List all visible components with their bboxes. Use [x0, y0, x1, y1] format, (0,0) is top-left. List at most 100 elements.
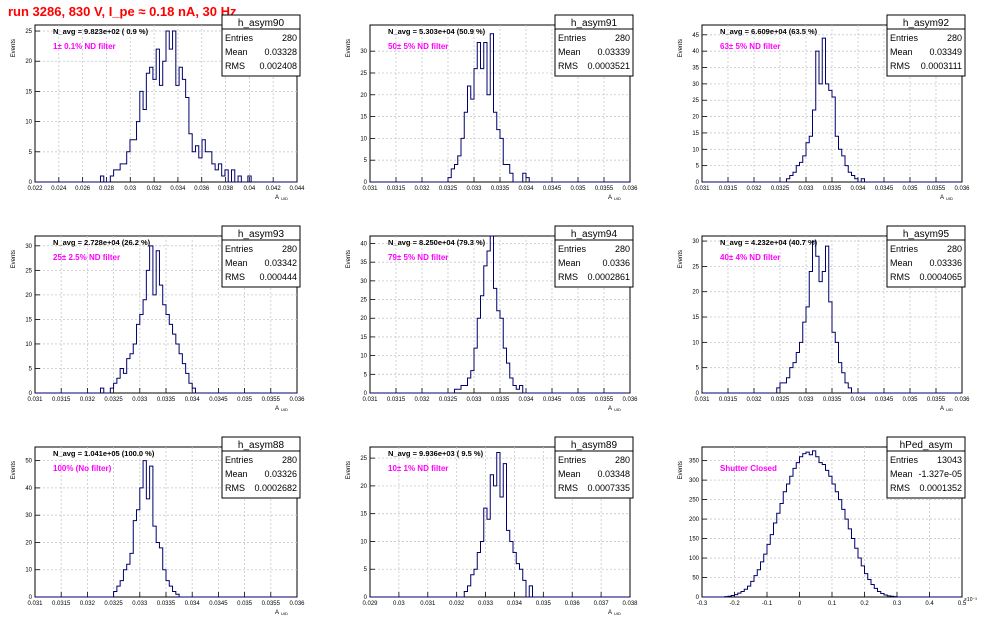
x-tick-label: 0.0325	[439, 397, 458, 403]
histogram-series	[35, 245, 297, 394]
y-tick-label: 10	[692, 147, 699, 153]
stats-value: 0.002408	[259, 61, 297, 71]
y-tick-label: 15	[692, 131, 699, 137]
x-tick-label: 0.0335	[491, 186, 510, 192]
stats-label: Mean	[225, 469, 248, 479]
y-tick-label: 25	[692, 98, 699, 104]
y-tick-label: 200	[689, 517, 700, 523]
x-axis-label: A	[275, 610, 279, 616]
stats-label: RMS	[890, 61, 910, 71]
stats-label: RMS	[558, 483, 578, 493]
x-tick-label: 0.033	[466, 397, 482, 403]
y-tick-label: 0	[696, 391, 700, 397]
y-tick-label: 0	[29, 391, 33, 397]
y-axis-label: Events	[678, 250, 684, 268]
x-tick-label: 0.035	[902, 397, 918, 403]
stats-label: RMS	[225, 483, 245, 493]
stats-title: h_asym95	[903, 229, 950, 240]
y-tick-label: 5	[29, 150, 33, 156]
navg-label: N_avg = 9.823e+02 ( 0.9 %)	[53, 27, 149, 36]
filter-label: 40± 4% ND filter	[720, 253, 780, 262]
y-tick-label: 15	[692, 315, 699, 321]
y-tick-label: 0	[696, 595, 700, 601]
x-tick-label: 0.0315	[719, 397, 738, 403]
histogram-series	[35, 460, 297, 598]
stats-box	[886, 225, 966, 288]
histogram-series	[35, 30, 297, 183]
histogram-panel: 0.022 0.024 0.026 0.028 0.03 0.032 0.034 0.036 0…	[11, 14, 305, 201]
histogram-series	[370, 235, 630, 394]
y-tick-label: 100	[689, 556, 700, 562]
x-tick-label: 0.0345	[543, 397, 562, 403]
stats-label: Mean	[225, 47, 248, 57]
x-tick-label: 0.031	[694, 397, 710, 403]
x-tick-label: 0.0355	[927, 397, 946, 403]
page-title: run 3286, 830 V, I_pe ≈ 0.18 nA, 30 Hz	[8, 4, 237, 19]
y-tick-label: 10	[25, 568, 32, 574]
y-tick-label: 25	[25, 29, 32, 35]
x-tick-label: 0.0335	[157, 601, 176, 607]
x-tick-label: 0.035	[536, 601, 552, 607]
stats-box	[554, 14, 634, 77]
stats-title: h_asym90	[238, 18, 285, 29]
x-tick-label: 0.036	[194, 186, 210, 192]
x-tick-label: 0.032	[80, 601, 96, 607]
y-tick-label: 20	[25, 59, 32, 65]
y-tick-label: 0	[696, 180, 700, 186]
x-tick-label: 0.024	[51, 186, 67, 192]
x-tick-label: 0.0335	[491, 397, 510, 403]
y-tick-label: 10	[25, 342, 32, 348]
stats-box	[221, 225, 301, 288]
stats-label: Entries	[225, 244, 254, 254]
stats-value: 0.0004065	[919, 272, 962, 282]
x-tick-label: 0.031	[362, 397, 378, 403]
stats-title: h_asym88	[238, 440, 285, 451]
histogram-panel: 0.031 0.0315 0.032 0.0325 0.033 0.0335 0.034 0.…	[11, 225, 305, 412]
filter-label: 25± 2.5% ND filter	[53, 253, 120, 262]
stats-label: Mean	[558, 47, 581, 57]
x-tick-label: 0.2	[860, 601, 869, 607]
histogram-panel: 0.031 0.0315 0.032 0.0325 0.033 0.0335 0.034 0.…	[11, 436, 305, 616]
y-axis-label: Events	[11, 39, 17, 57]
x-tick-label: 0.033	[132, 601, 148, 607]
stats-label: Mean	[558, 469, 581, 479]
stats-value: 0.0007335	[587, 483, 630, 493]
stats-label: Entries	[225, 33, 254, 43]
filter-label: 79± 5% ND filter	[388, 253, 448, 262]
y-tick-label: 35	[692, 66, 699, 72]
x-tick-label: 0.031	[27, 397, 43, 403]
x-tick-label: 0.038	[218, 186, 234, 192]
navg-label: N_avg = 4.232e+04 (40.7 %)	[720, 238, 818, 247]
navg-label: N_avg = 8.250e+04 (79.3 %)	[388, 238, 486, 247]
filter-label: 1± 0.1% ND filter	[53, 42, 116, 51]
y-tick-label: 10	[360, 136, 367, 142]
stats-value: 0.03339	[597, 47, 630, 57]
x-tick-label: 0	[798, 601, 802, 607]
x-tick-label: 0.032	[746, 397, 762, 403]
filter-label: 10± 1% ND filter	[388, 464, 448, 473]
x-axis-label: A	[608, 610, 612, 616]
x-tick-label: 0.0355	[927, 186, 946, 192]
filter-label: 100% (No filter)	[53, 464, 112, 473]
stats-label: RMS	[558, 61, 578, 71]
y-tick-label: 25	[692, 264, 699, 270]
filter-label: 63± 5% ND filter	[720, 42, 780, 51]
x-axis-label-subscript: UID	[946, 196, 953, 201]
x-tick-label: 0.035	[902, 186, 918, 192]
stats-label: RMS	[890, 272, 910, 282]
x-tick-label: 0.0315	[52, 601, 71, 607]
stats-label: Entries	[890, 244, 919, 254]
x-tick-label: 0.032	[414, 397, 430, 403]
histogram-series	[702, 240, 962, 394]
stats-box	[221, 436, 301, 499]
y-tick-label: 20	[25, 540, 32, 546]
x-tick-label: 0.036	[565, 601, 581, 607]
y-tick-label: 30	[692, 239, 699, 245]
x-tick-label: 0.0315	[387, 397, 406, 403]
y-tick-label: 15	[25, 89, 32, 95]
stats-value: 0.0003521	[587, 61, 630, 71]
x-tick-label: 0.035	[570, 397, 586, 403]
x-axis-label: A	[275, 406, 279, 412]
x-tick-label: 0.031	[694, 186, 710, 192]
y-tick-label: 40	[25, 486, 32, 492]
